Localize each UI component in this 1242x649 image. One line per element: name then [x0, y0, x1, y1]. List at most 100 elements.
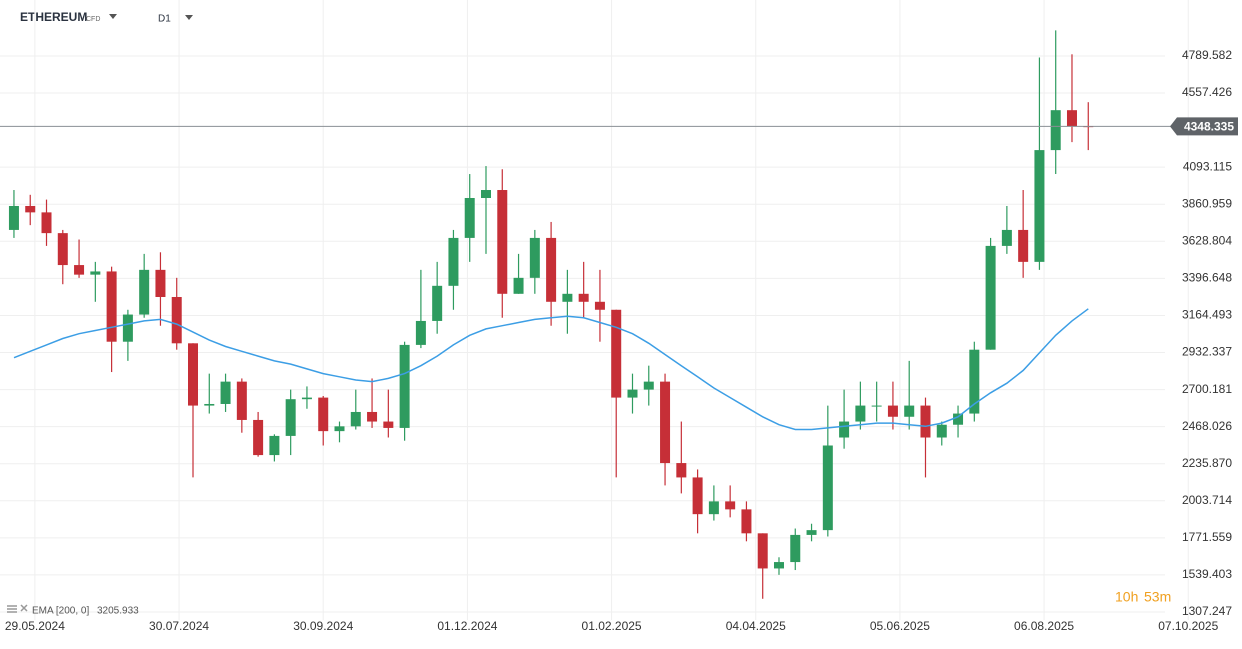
y-tick-label: 2932.337 [1182, 345, 1232, 359]
x-tick-label: 04.04.2025 [726, 619, 786, 633]
candle-body [367, 411, 378, 422]
candle-body [546, 237, 557, 302]
candle-body [90, 271, 101, 275]
candle-body [513, 277, 524, 294]
x-tick-label: 06.08.2025 [1014, 619, 1074, 633]
candle-body [578, 293, 589, 302]
symbol[interactable]: ETHEREUM [20, 10, 87, 24]
y-tick-label: 2468.026 [1182, 419, 1232, 433]
ema-line [13, 308, 1089, 431]
candle-body [188, 343, 199, 406]
last-price-box [1170, 117, 1238, 136]
candle-body [1001, 229, 1012, 246]
candle-body [741, 509, 752, 534]
countdown-hours: 10h [1115, 589, 1138, 605]
candle-body [953, 413, 964, 425]
candle-body [25, 205, 36, 213]
y-tick-label: 1307.247 [1182, 604, 1232, 618]
y-tick-label: 3396.648 [1182, 271, 1232, 285]
candle-body [936, 424, 947, 438]
y-tick-label: 4789.582 [1182, 48, 1232, 62]
candle-body [871, 405, 882, 407]
candle-body [236, 381, 247, 420]
y-tick-label: 1771.559 [1182, 530, 1232, 544]
y-tick-label: 4093.115 [1183, 159, 1232, 173]
timeframe-dropdown[interactable] [185, 15, 193, 20]
candle-body [725, 501, 736, 510]
candle-body [708, 501, 719, 515]
x-tick-label: 29.05.2024 [5, 619, 65, 633]
candle-body [383, 421, 394, 428]
x-tick-label: 05.06.2025 [870, 619, 930, 633]
candles [8, 30, 1094, 599]
candle-body [497, 190, 508, 294]
candle-body [139, 269, 150, 315]
candle-body [448, 237, 459, 286]
candle-body [399, 344, 410, 428]
y-tick-label: 2235.870 [1182, 456, 1232, 470]
candle-body [969, 349, 980, 414]
countdown-minutes: 53m [1144, 589, 1171, 605]
candle-body [41, 212, 52, 234]
ema-legend-value: 3205.933 [97, 606, 139, 617]
candle-body [1034, 150, 1045, 262]
candle-body [480, 190, 491, 198]
candle-body [253, 419, 264, 456]
candle-body [660, 381, 671, 464]
candle-body [887, 405, 898, 417]
candle-body [839, 421, 850, 438]
candle-body [74, 265, 85, 275]
y-tick-label: 2700.181 [1182, 382, 1232, 396]
candle-body [57, 233, 68, 266]
candle-body [529, 237, 540, 278]
candle-body [1050, 110, 1061, 151]
y-tick-label: 3860.959 [1182, 196, 1232, 210]
candle-body [822, 445, 833, 531]
candle-body [1018, 229, 1029, 262]
candle-body [318, 397, 329, 432]
timeframe[interactable]: D1 [158, 14, 171, 25]
candle-body [106, 271, 117, 342]
instrument: CFD [86, 16, 100, 23]
candle-body [350, 411, 361, 427]
candle-body [1066, 110, 1077, 127]
y-tick-label: 3628.804 [1182, 233, 1232, 247]
candle-body [855, 405, 866, 422]
candle-body [594, 301, 605, 310]
candle-body [676, 463, 687, 478]
candle-body [773, 562, 784, 569]
candle-body [464, 197, 475, 238]
x-tick-label: 01.12.2024 [437, 619, 497, 633]
candle-body [790, 534, 801, 563]
candle-body [985, 245, 996, 350]
ema-legend-close[interactable] [20, 604, 28, 612]
symbol-dropdown[interactable] [109, 14, 117, 19]
candle-body [301, 397, 312, 400]
candle-body [692, 477, 703, 515]
y-tick-label: 1539.403 [1182, 567, 1232, 581]
candle-body [155, 269, 166, 297]
candle-body [432, 285, 443, 321]
candle-body [204, 403, 215, 406]
x-tick-label: 30.07.2024 [149, 619, 209, 633]
grid [0, 0, 1189, 620]
candle-body [122, 314, 133, 342]
candle-body [334, 426, 345, 432]
candle-body [269, 435, 280, 456]
y-tick-label: 2003.714 [1182, 493, 1232, 507]
ema-legend-name: EMA [200, 0] [32, 606, 89, 617]
candle-body [757, 533, 768, 569]
candle-body [285, 399, 296, 436]
x-tick-label: 01.02.2025 [582, 619, 642, 633]
x-tick-label: 07.10.2025 [1158, 619, 1218, 633]
candle-body [643, 381, 654, 390]
candle-body [920, 405, 931, 438]
candle-body [611, 309, 622, 398]
candle-body [806, 530, 817, 535]
candle-body [8, 205, 19, 230]
candle-body [220, 381, 231, 404]
last-price-label: 4348.335 [1184, 120, 1234, 134]
candle-body [904, 405, 915, 417]
